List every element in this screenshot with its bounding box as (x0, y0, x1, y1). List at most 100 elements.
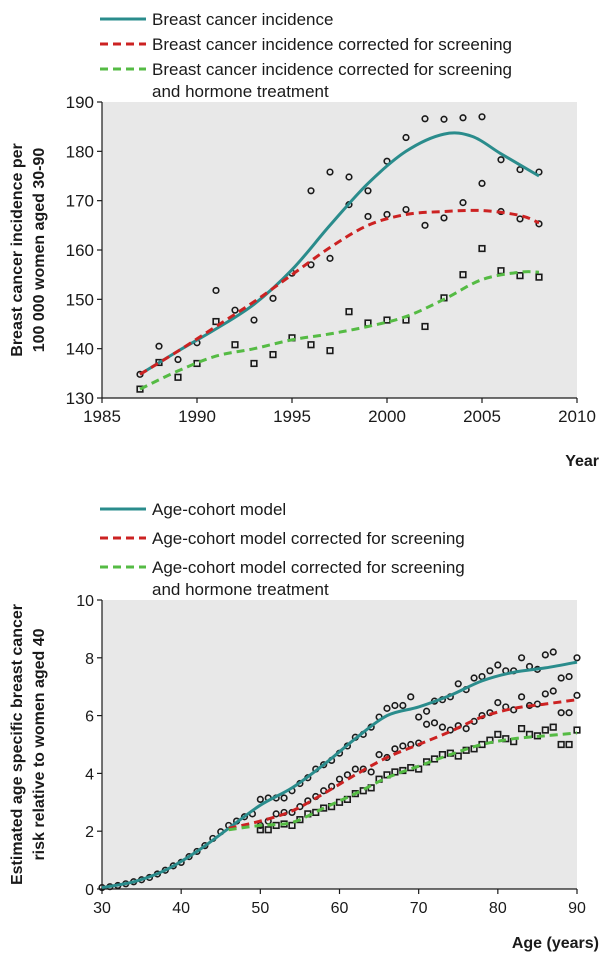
x-tick-label: 2005 (463, 407, 501, 426)
data-point (478, 113, 486, 121)
plot-area (102, 600, 577, 889)
data-point (565, 709, 573, 717)
data-point (193, 847, 201, 856)
data-point (402, 133, 410, 142)
data-point (516, 215, 524, 223)
data-point (391, 745, 399, 753)
data-point (250, 316, 258, 324)
data-point (454, 752, 462, 760)
data-point (459, 271, 467, 279)
data-point (326, 347, 334, 355)
data-point (478, 244, 486, 253)
series-2-line (139, 208, 540, 376)
data-point (478, 179, 486, 187)
data-point (407, 693, 415, 701)
data-point (421, 221, 429, 229)
y-tick-label: 160 (66, 241, 94, 260)
series-2-points (307, 179, 543, 269)
y-tick-label: 4 (85, 766, 94, 783)
data-point (364, 187, 372, 195)
data-point (359, 787, 367, 795)
data-point (335, 798, 344, 806)
y-tick-label: 0 (85, 882, 94, 899)
data-point (399, 742, 407, 750)
x-tick-label: 40 (172, 900, 190, 917)
data-point (459, 114, 467, 122)
data-point (573, 691, 581, 699)
data-point (272, 810, 280, 818)
data-point (256, 795, 264, 804)
data-point (335, 775, 344, 783)
y-tick-label: 170 (66, 192, 94, 211)
data-point (549, 648, 557, 656)
y-axis-label: Estimated age specific breast cancer risk… (9, 604, 48, 885)
chart-2: Age-cohort model Age-cohort model correct… (9, 500, 599, 952)
data-point (250, 359, 258, 368)
data-point (415, 713, 423, 721)
data-point (399, 701, 407, 710)
data-point (557, 709, 565, 717)
data-point (212, 317, 220, 326)
data-point (454, 680, 462, 688)
x-tick-label: 50 (251, 900, 269, 917)
x-tick-label: 1995 (273, 407, 311, 426)
y-axis-label-line: Breast cancer incidence per (9, 143, 26, 356)
data-point (502, 735, 510, 743)
data-point (565, 740, 573, 749)
data-point (497, 156, 505, 164)
data-point (375, 751, 383, 759)
legend-item: Breast cancer incidence (100, 10, 333, 29)
data-point (430, 719, 439, 727)
data-point (541, 690, 549, 698)
data-point (326, 254, 334, 262)
legend-label: Breast cancer incidence corrected for sc… (152, 35, 512, 54)
y-axis-label: Breast cancer incidence per 100 000 women… (9, 143, 48, 356)
x-tick-label: 60 (331, 900, 349, 917)
legend-label: Breast cancer incidence (152, 10, 333, 29)
series-1-line (101, 660, 578, 890)
data-point (494, 661, 502, 669)
data-point (345, 173, 353, 181)
data-point (155, 342, 163, 350)
series-3-line (139, 270, 540, 391)
data-point (440, 115, 448, 123)
data-point (391, 768, 399, 776)
y-tick-label: 6 (85, 709, 94, 726)
data-point (549, 723, 557, 731)
series-2-line (228, 698, 578, 830)
data-point (494, 698, 502, 707)
data-point (573, 654, 581, 662)
data-point (440, 214, 448, 222)
y-tick-label: 190 (66, 93, 94, 112)
x-tick-label: 2010 (558, 407, 596, 426)
x-tick-label: 70 (410, 900, 428, 917)
data-point (174, 373, 182, 381)
data-point (421, 115, 429, 123)
x-tick-label: 90 (568, 900, 586, 917)
series-3-line (228, 731, 578, 832)
legend-item: Age-cohort model corrected for screening (100, 529, 465, 548)
x-tick-label: 1985 (83, 407, 121, 426)
data-point (402, 205, 410, 214)
data-point (494, 730, 502, 738)
data-point (343, 771, 352, 779)
legend-item: Age-cohort model (100, 500, 286, 519)
data-point (573, 726, 581, 734)
x-tick-label: 1990 (178, 407, 216, 426)
data-point (438, 723, 447, 731)
data-point (470, 674, 478, 682)
data-point (231, 341, 239, 349)
data-point (345, 308, 353, 316)
data-point (383, 704, 391, 712)
data-point (307, 187, 315, 195)
data-point (422, 707, 431, 715)
legend: Breast cancer incidence Breast cancer inc… (100, 10, 512, 101)
data-point (269, 294, 277, 302)
data-point (288, 821, 296, 830)
y-tick-label: 150 (66, 290, 94, 309)
data-point (541, 651, 549, 659)
data-point (541, 726, 549, 734)
series-1-line (139, 131, 540, 376)
data-point (296, 803, 304, 811)
